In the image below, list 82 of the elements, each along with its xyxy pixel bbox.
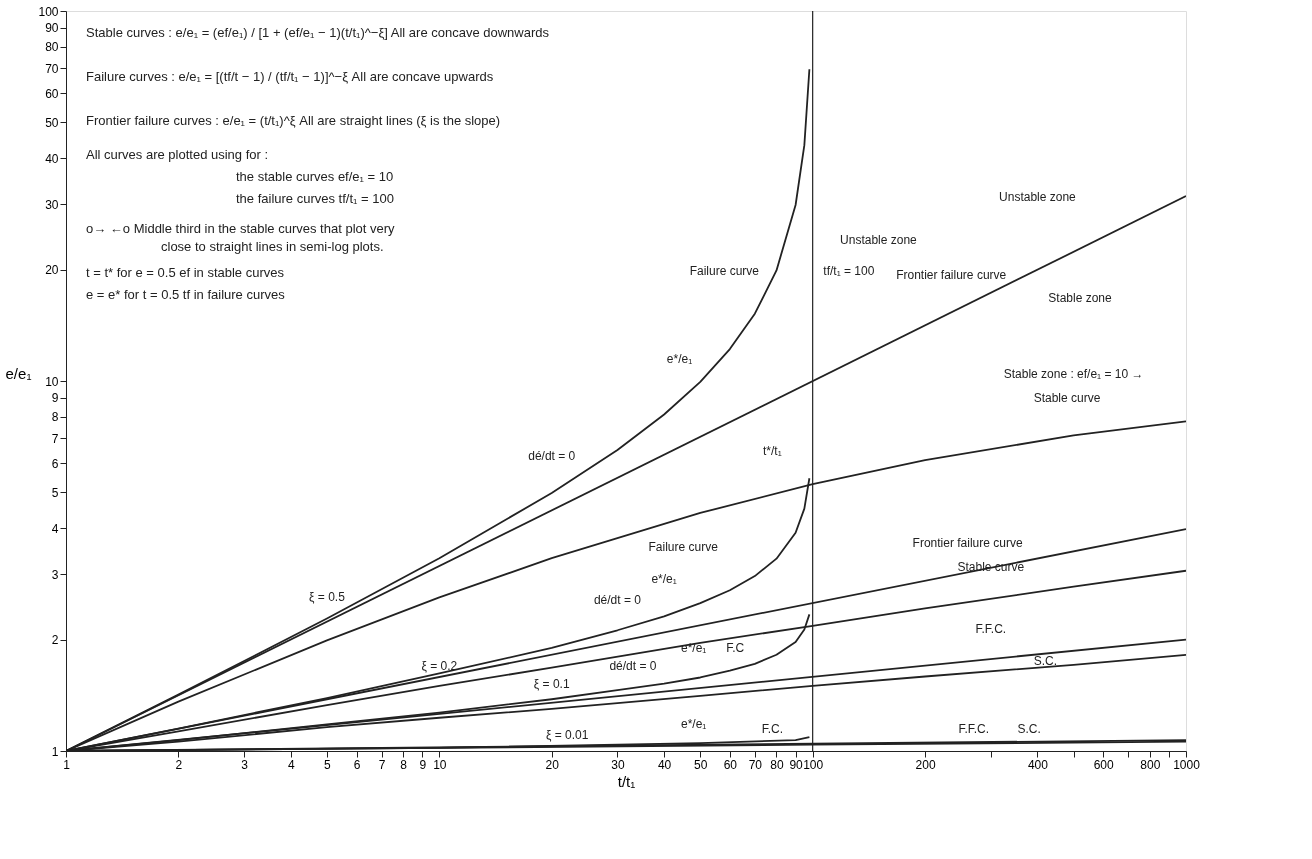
x-tick-label: 80 [770, 757, 784, 772]
x-tick-label: 5 [324, 757, 332, 772]
y-tick-label: 5 [51, 485, 59, 500]
x-tick-label: 50 [694, 757, 708, 772]
y-tick-label: 8 [51, 410, 59, 425]
annotation: Stable curve [1033, 391, 1101, 406]
x-tick-label: 800 [1140, 757, 1161, 772]
y-tick-label: 3 [51, 567, 59, 582]
annotation: ξ = 0.2 [421, 659, 458, 674]
y-tick-label: 40 [45, 151, 59, 166]
y-tick-label: 60 [45, 86, 59, 101]
annotation: e*/e₁ [680, 717, 707, 732]
y-tick-label: 6 [51, 456, 59, 471]
x-tick-label: 2 [175, 757, 183, 772]
annotation: the stable curves ef/e₁ = 10 [236, 169, 394, 184]
x-tick-label: 8 [400, 757, 408, 772]
annotation: e = e* for t = 0.5 tf in failure curves [86, 287, 286, 302]
annotation: dé/dt = 0 [528, 449, 576, 464]
annotation: Unstable zone [840, 233, 918, 248]
annotation: F.F.C. [958, 721, 990, 736]
annotation: Stable zone : ef/e₁ = 10 → [1003, 367, 1144, 381]
annotation: Failure curve [689, 263, 760, 278]
y-tick-label: 100 [38, 4, 59, 19]
x-tick-label: 1 [63, 757, 71, 772]
y-tick-label: 70 [45, 61, 59, 76]
annotation: S.C. [1017, 721, 1041, 736]
annotation: ξ = 0.01 [545, 727, 589, 742]
annotation: S.C. [1033, 653, 1058, 668]
annotation: Unstable zone [999, 190, 1077, 205]
annotation: Frontier failure curve [912, 535, 1023, 550]
y-tick-label: 90 [45, 21, 59, 36]
y-tick-label: 20 [45, 263, 59, 278]
y-axis-title: e/e₁ [5, 364, 32, 382]
y-tick-label: 30 [45, 197, 59, 212]
y-tick-label: 80 [45, 40, 59, 55]
x-axis-title: t/t₁ [617, 772, 636, 790]
y-tick-label: 1 [51, 744, 59, 759]
annotation: Failure curve [648, 540, 719, 555]
x-tick-label: 40 [657, 757, 672, 772]
annotation: t = t* for e = 0.5 ef in stable curves [86, 265, 285, 280]
annotation: F.C. [761, 721, 784, 736]
x-tick-label: 20 [545, 757, 560, 772]
annotation: dé/dt = 0 [609, 659, 657, 674]
x-tick-label: 30 [611, 757, 625, 772]
annotation: t*/t₁ [763, 443, 782, 458]
annotation: F.F.C. [975, 621, 1007, 636]
annotation: tf/t₁ = 100 [823, 263, 875, 278]
annotation: Stable zone [1048, 291, 1112, 306]
annotation: F.C [726, 640, 745, 655]
annotation: o→ ←o Middle third in the stable curves that plot very [86, 221, 396, 236]
annotation: e*/e₁ [666, 351, 693, 366]
annotation: close to straight lines in semi-log plots. [161, 239, 384, 254]
y-tick-label: 2 [51, 633, 59, 648]
y-tick-label: 7 [51, 431, 59, 446]
x-tick-label: 200 [915, 757, 936, 772]
x-tick-label: 9 [419, 757, 427, 772]
annotation: Frontier failure curves : e/e₁ = (t/t₁)^ξ All are straight lines (ξ is the slope) [86, 113, 501, 128]
x-tick-label: 400 [1027, 757, 1049, 772]
y-tick-label: 50 [45, 115, 59, 130]
x-tick-label: 3 [241, 757, 249, 772]
x-tick-label: 600 [1093, 757, 1115, 772]
x-tick-label: 90 [789, 757, 804, 772]
x-tick-label: 7 [378, 757, 386, 772]
annotation: the failure curves tf/t₁ = 100 [236, 191, 394, 206]
annotation: Stable curves : e/e₁ = (ef/e₁) / [1 + (ef/e₁ − 1)(t/t₁)^−ξ] All are concave downwards [86, 25, 550, 40]
annotation: dé/dt = 0 [593, 593, 642, 608]
y-tick-label: 9 [51, 391, 59, 406]
x-tick-label: 10 [433, 757, 447, 772]
annotation: e*/e₁ [651, 571, 677, 586]
annotation: Failure curves : e/e₁ = [(tf/t − 1) / (tf/t₁ − 1)]^−ξ All are concave upwards [86, 69, 494, 84]
x-tick-label: 6 [353, 757, 361, 772]
x-tick-label: 1000 [1173, 757, 1201, 772]
y-tick-label: 4 [51, 521, 59, 536]
annotation: Frontier failure curve [896, 268, 1007, 283]
annotation: ξ = 0.1 [533, 677, 570, 692]
x-tick-label: 100 [803, 757, 824, 772]
x-tick-label: 60 [723, 757, 738, 772]
y-tick-label: 10 [45, 374, 59, 389]
x-tick-label: 70 [748, 757, 763, 772]
x-tick-label: 4 [287, 757, 295, 772]
annotation: ξ = 0.5 [309, 589, 346, 604]
annotation: All curves are plotted using for : [86, 147, 269, 162]
